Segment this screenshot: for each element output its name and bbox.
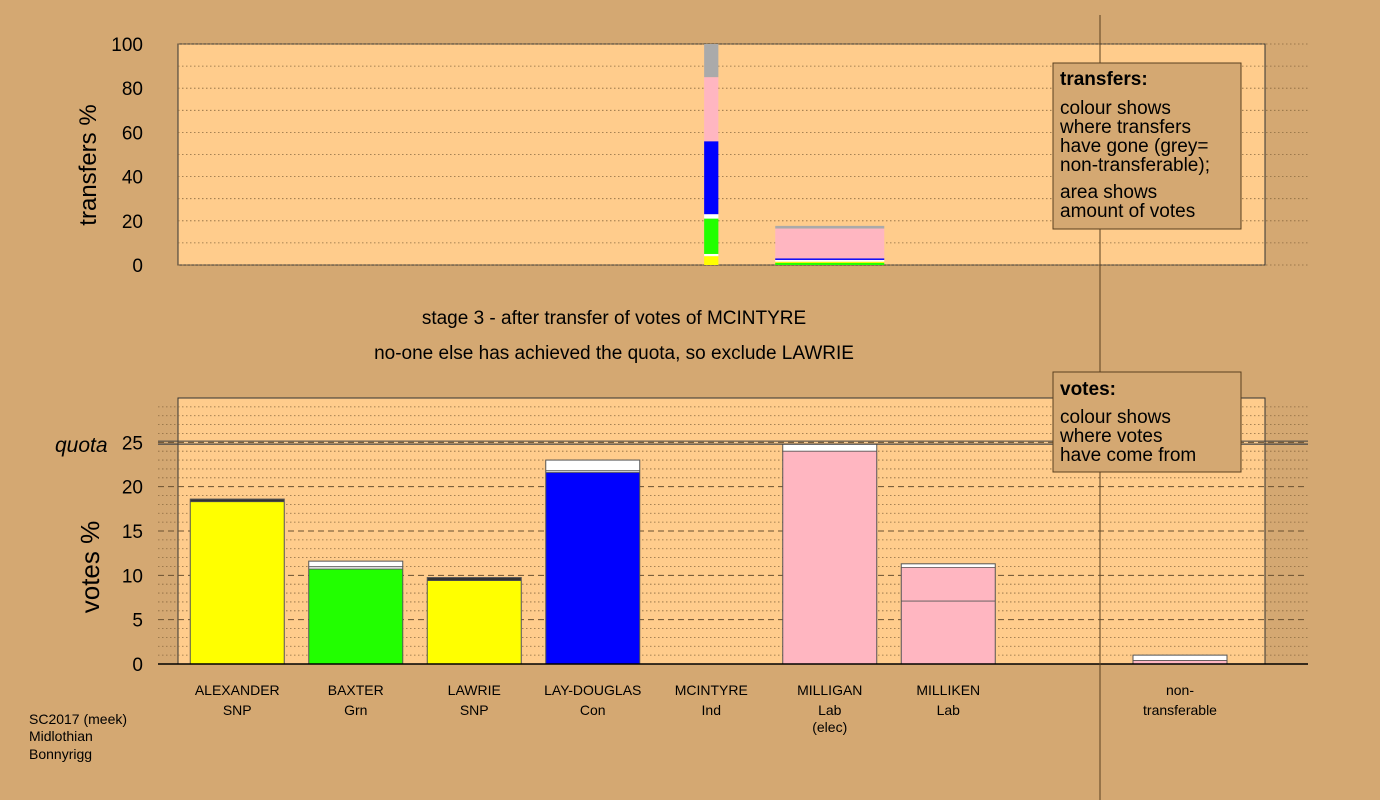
footer-line: Bonnyrigg — [29, 746, 92, 762]
candidate-party-label: Con — [580, 702, 606, 718]
transfers-legend-box — [1052, 62, 1242, 230]
candidate-name-label: BAXTER — [328, 682, 384, 698]
votes-bar-segment — [901, 601, 996, 664]
votes-bar-segment — [308, 566, 403, 570]
transfers-bar-segment — [704, 141, 719, 215]
transfers-y-axis-label: transfers % — [75, 104, 102, 225]
candidate-name-label: LAY-DOUGLAS — [544, 682, 641, 698]
votes-y-ticks: 0 5 10 15 20 25 — [122, 433, 143, 676]
candidate-party-label: SNP — [223, 702, 252, 718]
votes-bar-segment — [545, 472, 640, 664]
candidate-party-label: Grn — [344, 702, 367, 718]
transfers-bars — [704, 44, 885, 265]
candidate-party-label: SNP — [460, 702, 489, 718]
votes-bar-segment — [1133, 660, 1227, 664]
transfers-y-ticks: 0 20 40 60 80 100 — [111, 35, 143, 277]
transfers-y-tick-label: 100 — [111, 35, 143, 56]
transfers-legend-line: non-transferable); — [1060, 155, 1210, 176]
candidate-party-label: Lab — [937, 702, 961, 718]
transfers-legend-line: colour shows — [1060, 98, 1171, 119]
votes-legend-box — [1052, 371, 1242, 473]
candidate-labels: ALEXANDER SNP BAXTER Grn LAWRIE SNP LAY-DOUGLA… — [195, 682, 1217, 735]
votes-legend-line: have come from — [1060, 445, 1196, 466]
votes-bar-segment — [545, 460, 640, 471]
votes-legend-line: colour shows — [1060, 407, 1171, 428]
votes-legend-title: votes: — [1060, 379, 1116, 400]
votes-bar-segment — [190, 501, 285, 664]
transfers-y-tick-label: 40 — [122, 168, 143, 189]
transfers-bar-segment — [704, 256, 719, 265]
votes-legend-line: where votes — [1059, 426, 1162, 447]
transfers-legend-line: have gone (grey= — [1060, 136, 1208, 157]
transfers-y-tick-label: 0 — [132, 256, 143, 277]
votes-bar-segment — [308, 561, 403, 567]
votes-y-axis-label: votes % — [75, 521, 105, 614]
candidate-name-label: ALEXANDER — [195, 682, 280, 698]
votes-legend: votes: colour shows where votes have com… — [1052, 371, 1242, 473]
footer-line: SC2017 (meek) — [29, 711, 127, 727]
transfers-bar-segment — [775, 259, 885, 262]
transfers-bar-segment — [775, 261, 885, 263]
votes-bar-segment — [901, 563, 996, 568]
votes-y-tick-label: 5 — [132, 611, 143, 632]
transfers-bar-segment — [775, 228, 885, 259]
stage-title: stage 3 - after transfer of votes of MCI… — [422, 308, 806, 329]
transfers-bar-segment — [775, 262, 885, 265]
votes-y-tick-label: 0 — [132, 655, 143, 676]
transfers-bar-segment — [704, 77, 719, 142]
votes-bar-segment — [545, 470, 640, 473]
transfers-y-tick-label: 80 — [122, 79, 143, 100]
votes-bar-segment — [308, 569, 403, 664]
transfers-legend: transfers: colour shows where transfers … — [1052, 62, 1242, 230]
candidate-party-label: transferable — [1143, 702, 1217, 718]
transfers-grid — [178, 43, 1308, 266]
votes-y-tick-label: 20 — [122, 478, 143, 499]
stage-subtitle: no-one else has achieved the quota, so e… — [374, 343, 854, 364]
votes-y-tick-label: 25 — [122, 433, 143, 454]
transfers-y-tick-label: 20 — [122, 212, 143, 233]
transfers-bar-segment — [775, 258, 885, 260]
votes-bar-segment — [782, 444, 877, 452]
votes-bar-segment — [190, 499, 285, 502]
quota-label: quota — [55, 434, 108, 457]
transfers-bar-segment — [704, 218, 719, 254]
votes-bars — [189, 443, 1228, 665]
transfers-bar-segment — [704, 44, 719, 78]
votes-bar-segment — [427, 580, 522, 664]
transfers-bar-segment — [704, 214, 719, 219]
transfers-y-tick-label: 60 — [122, 123, 143, 144]
transfers-bar-segment — [704, 253, 719, 257]
votes-bar-segment — [901, 567, 996, 602]
candidate-note-label: (elec) — [812, 719, 847, 735]
votes-bar-segment — [427, 577, 522, 581]
candidate-name-label: MILLIKEN — [916, 682, 980, 698]
transfers-legend-line: amount of votes — [1060, 201, 1195, 222]
candidate-name-label: MCINTYRE — [675, 682, 748, 698]
votes-y-tick-label: 10 — [122, 566, 143, 587]
votes-y-tick-label: 15 — [122, 522, 143, 543]
candidate-name-label: MILLIGAN — [797, 682, 862, 698]
votes-bar-segment — [782, 451, 877, 664]
transfers-bar-segment — [775, 225, 885, 229]
candidate-name-label: LAWRIE — [448, 682, 501, 698]
transfers-legend-line: where transfers — [1059, 117, 1191, 138]
transfers-legend-title: transfers: — [1060, 69, 1148, 90]
transfers-legend-line: area shows — [1060, 182, 1157, 203]
votes-bar-segment — [1133, 655, 1227, 661]
candidate-party-label: Lab — [818, 702, 842, 718]
candidate-party-label: Ind — [702, 702, 721, 718]
footer-line: Midlothian — [29, 728, 93, 744]
candidate-name-label: non- — [1166, 682, 1194, 698]
